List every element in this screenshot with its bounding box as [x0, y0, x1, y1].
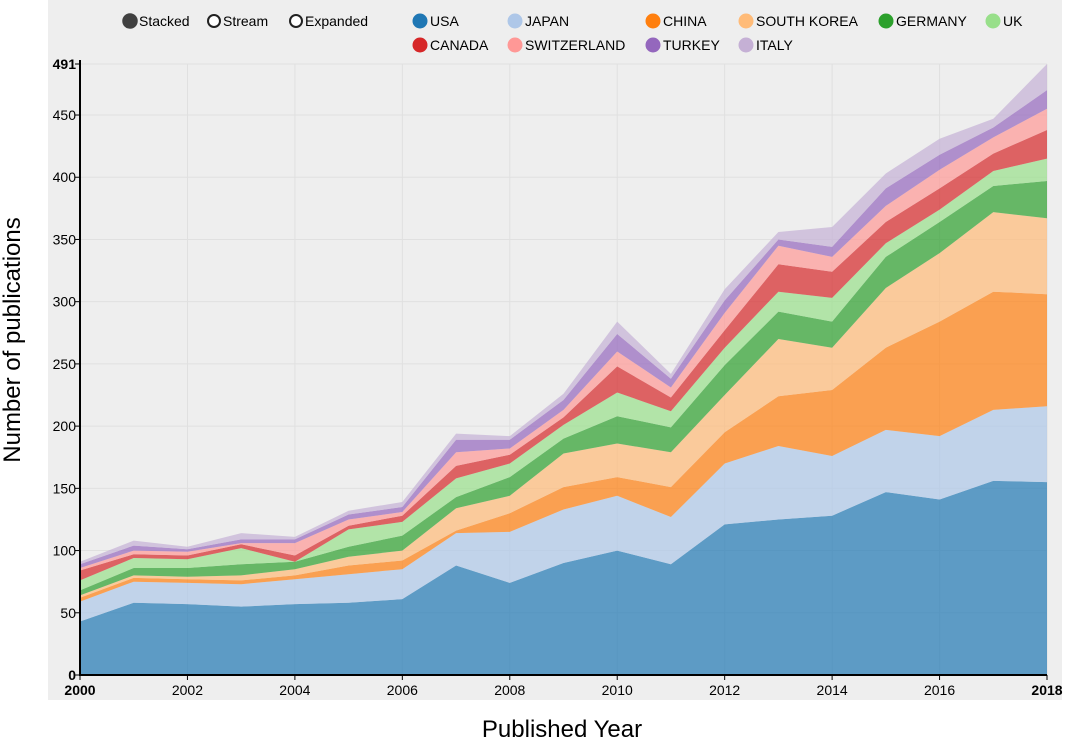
x-tick-label: 2012: [709, 682, 740, 698]
legend-label: UK: [1003, 13, 1023, 29]
legend-label: SWITZERLAND: [525, 37, 625, 53]
radio-selected-icon: [122, 13, 138, 29]
y-tick-label: 150: [53, 480, 77, 496]
x-tick-label: 2010: [602, 682, 633, 698]
x-axis-title: Published Year: [482, 716, 642, 743]
legend-swatch-icon: [645, 37, 661, 53]
legend-swatch-icon: [507, 13, 523, 29]
area-china[interactable]: [80, 291, 1047, 602]
legend-label: CANADA: [430, 37, 489, 53]
legend-item-italy[interactable]: ITALY: [738, 37, 793, 53]
x-tick-label: 2000: [64, 682, 95, 698]
legend-swatch-icon: [985, 13, 1001, 29]
legend-swatch-icon: [412, 37, 428, 53]
legend-swatch-icon: [412, 13, 428, 29]
y-tick-label: 300: [53, 294, 77, 310]
legend-item-japan[interactable]: JAPAN: [507, 13, 569, 29]
legend-label: JAPAN: [525, 13, 569, 29]
area-series-group: [80, 64, 1047, 675]
x-tick-label: 2008: [494, 682, 525, 698]
legend-swatch-icon: [738, 37, 754, 53]
y-axis-title: Number of publications: [0, 217, 26, 462]
area-south-korea[interactable]: [80, 212, 1047, 598]
legend-label: ITALY: [756, 37, 793, 53]
x-tick-label: 2016: [924, 682, 955, 698]
legend-item-switzerland[interactable]: SWITZERLAND: [507, 37, 625, 53]
x-tick-label: 2006: [387, 682, 418, 698]
mode-label: Stacked: [139, 13, 190, 29]
x-tick-label: 2002: [172, 682, 203, 698]
y-tick-label: 200: [53, 418, 77, 434]
legend-swatch-icon: [878, 13, 894, 29]
mode-stream-radio[interactable]: Stream: [207, 13, 268, 29]
x-tick-label: 2014: [817, 682, 848, 698]
axes: 0 50 100 150 200 250 300 350 400 450 491 2000 2002 20…: [53, 56, 1063, 698]
legend-item-canada[interactable]: CANADA: [412, 37, 489, 53]
area-germany[interactable]: [80, 181, 1047, 596]
legend-swatch-icon: [507, 37, 523, 53]
radio-empty-icon: [289, 14, 303, 28]
legend-swatch-icon: [645, 13, 661, 29]
y-tick-label: 100: [53, 543, 77, 559]
legend-item-usa[interactable]: USA: [412, 13, 459, 29]
legend-item-uk[interactable]: UK: [985, 13, 1023, 29]
mode-label: Stream: [223, 13, 268, 29]
y-tick-label: 450: [53, 107, 77, 123]
legend-item-south-korea[interactable]: SOUTH KOREA: [738, 13, 859, 29]
radio-empty-icon: [207, 14, 221, 28]
legend[interactable]: Stacked Stream Expanded USA JAPAN CHINA SOUTH …: [122, 13, 1023, 53]
mode-stacked-radio[interactable]: Stacked: [122, 13, 190, 29]
mode-expanded-radio[interactable]: Expanded: [289, 13, 368, 29]
y-tick-label: 250: [53, 356, 77, 372]
legend-item-china[interactable]: CHINA: [645, 13, 707, 29]
legend-label: CHINA: [663, 13, 707, 29]
legend-swatch-icon: [738, 13, 754, 29]
mode-label: Expanded: [305, 13, 368, 29]
legend-item-germany[interactable]: GERMANY: [878, 13, 967, 29]
legend-label: TURKEY: [663, 37, 720, 53]
y-tick-label: 350: [53, 231, 77, 247]
legend-label: SOUTH KOREA: [756, 13, 859, 29]
area-usa[interactable]: [80, 480, 1047, 675]
y-tick-label: 400: [53, 169, 77, 185]
y-tick-label: 491: [53, 56, 77, 72]
legend-label: GERMANY: [896, 13, 967, 29]
legend-label: USA: [430, 13, 459, 29]
x-tick-label: 2004: [279, 682, 310, 698]
x-tick-label: 2018: [1031, 682, 1062, 698]
legend-item-turkey[interactable]: TURKEY: [645, 37, 720, 53]
y-tick-label: 50: [60, 605, 76, 621]
area-japan[interactable]: [80, 406, 1047, 622]
y-tick-label: 0: [68, 667, 76, 683]
